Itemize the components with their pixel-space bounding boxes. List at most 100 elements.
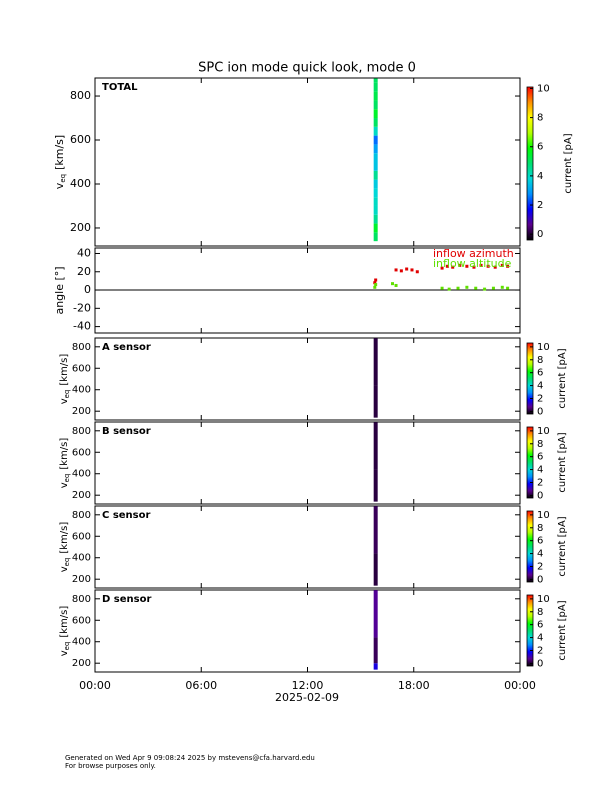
data-point xyxy=(451,265,455,269)
data-point xyxy=(493,265,497,269)
data-point xyxy=(479,263,483,267)
data-point xyxy=(415,270,419,274)
colorbar-tick-label: 10 xyxy=(537,83,550,94)
panel-label: C sensor xyxy=(102,510,150,521)
plot-frame xyxy=(94,505,521,589)
y-axis-label-main: v xyxy=(53,182,66,189)
data-point xyxy=(465,285,469,289)
colorbar-tick-label: 4 xyxy=(537,171,543,182)
data-point xyxy=(391,282,394,286)
panel-label: B sensor xyxy=(102,426,151,437)
spectrogram-cell xyxy=(373,506,378,554)
spectrogram-cell xyxy=(373,153,378,162)
y-tick-label: 40 xyxy=(77,246,91,259)
spectrogram-cell xyxy=(373,126,378,136)
panel-label: D sensor xyxy=(102,594,151,605)
spectrogram-cell xyxy=(373,188,378,198)
x-tick-label: 00:00 xyxy=(504,679,536,692)
footer-line: Generated on Wed Apr 9 09:08:24 2025 by … xyxy=(65,754,315,762)
x-tick-label: 18:00 xyxy=(398,679,430,692)
y-tick-label: 200 xyxy=(70,221,91,234)
spectrogram-cell xyxy=(373,469,378,502)
spectrogram-cell xyxy=(373,663,378,670)
y-axis-label-sub: eq xyxy=(63,474,71,483)
data-point xyxy=(394,283,398,287)
colorbar-tick-label: 8 xyxy=(537,355,543,366)
y-tick-label: 400 xyxy=(72,469,91,480)
data-point xyxy=(456,286,460,290)
colorbar-tick-label: 2 xyxy=(537,646,543,657)
data-point xyxy=(500,263,504,267)
y-axis-label: veq [km/s] xyxy=(59,354,71,405)
y-axis-label-sub: eq xyxy=(59,174,67,183)
y-tick-label: 600 xyxy=(72,447,91,458)
colorbar-tick-label: 2 xyxy=(537,478,543,489)
footer-line: For browse purposes only. xyxy=(65,762,156,770)
data-point xyxy=(394,268,398,272)
colorbar xyxy=(526,594,534,667)
data-point xyxy=(410,268,414,272)
colorbar-tick-label: 10 xyxy=(537,594,550,605)
y-tick-label: 200 xyxy=(72,490,91,501)
x-tick-label: 12:00 xyxy=(292,679,324,692)
x-tick-label: 00:00 xyxy=(79,679,111,692)
colorbar xyxy=(526,342,534,415)
colorbar-tick-label: 0 xyxy=(537,490,543,501)
data-point xyxy=(472,265,476,269)
colorbar-tick-label: 2 xyxy=(537,200,543,211)
spectrogram-cell xyxy=(373,144,378,154)
colorbar-label: current [pA] xyxy=(557,432,568,492)
spectrogram-cell xyxy=(373,100,378,110)
colorbar-tick-label: 6 xyxy=(537,452,543,463)
y-axis-label-unit: [km/s] xyxy=(59,522,70,554)
colorbar xyxy=(526,86,534,241)
data-point xyxy=(440,286,444,290)
spectrogram-cell xyxy=(373,385,378,418)
y-tick-label: 600 xyxy=(72,615,91,626)
y-axis-label-main: v xyxy=(59,482,70,488)
data-point xyxy=(500,285,504,289)
y-tick-label: 200 xyxy=(72,406,91,417)
y-tick-label: 400 xyxy=(72,553,91,564)
colorbar-tick-label: 0 xyxy=(537,574,543,585)
colorbar-tick-label: 10 xyxy=(537,510,550,521)
y-axis-label-main: v xyxy=(59,650,70,656)
y-tick-label: 800 xyxy=(70,89,91,102)
data-point xyxy=(474,286,478,290)
spectrogram-cell xyxy=(373,223,378,233)
y-axis-label-main: v xyxy=(59,566,70,572)
data-point xyxy=(491,286,495,290)
colorbar-tick-label: 8 xyxy=(537,113,543,124)
spectrogram-cell xyxy=(373,179,378,189)
y-tick-label: 200 xyxy=(72,574,91,585)
spectrogram-cell xyxy=(373,162,378,171)
y-tick-label: 600 xyxy=(72,531,91,542)
colorbar-tick-label: 2 xyxy=(537,394,543,405)
data-point xyxy=(399,269,403,273)
y-tick-label: 400 xyxy=(72,385,91,396)
legend-entry: inflow azimuth xyxy=(433,247,514,260)
y-tick-label: 800 xyxy=(72,342,91,353)
colorbar-tick-label: 8 xyxy=(537,523,543,534)
colorbar-label: current [pA] xyxy=(563,133,574,193)
data-point xyxy=(486,264,490,268)
colorbar-tick-label: 4 xyxy=(537,465,543,476)
plot-frame xyxy=(94,589,521,673)
y-tick-label: 800 xyxy=(72,510,91,521)
y-axis-label: angle [°] xyxy=(53,266,66,314)
y-axis-label-sub: eq xyxy=(63,390,71,399)
data-point xyxy=(465,264,469,268)
y-tick-label: 800 xyxy=(72,426,91,437)
y-axis-label: veq [km/s] xyxy=(59,438,71,489)
data-point xyxy=(447,287,451,291)
chart-title: SPC ion mode quick look, mode 0 xyxy=(198,61,416,76)
y-axis-label-unit: [km/s] xyxy=(59,354,70,386)
data-point xyxy=(440,266,444,270)
spectrogram-cell xyxy=(373,91,378,101)
spectrogram-cell xyxy=(373,109,378,119)
colorbar-tick-label: 10 xyxy=(537,342,550,353)
spectrogram-cell xyxy=(373,422,378,470)
y-tick-label: 800 xyxy=(72,594,91,605)
panel-label: A sensor xyxy=(102,342,151,353)
